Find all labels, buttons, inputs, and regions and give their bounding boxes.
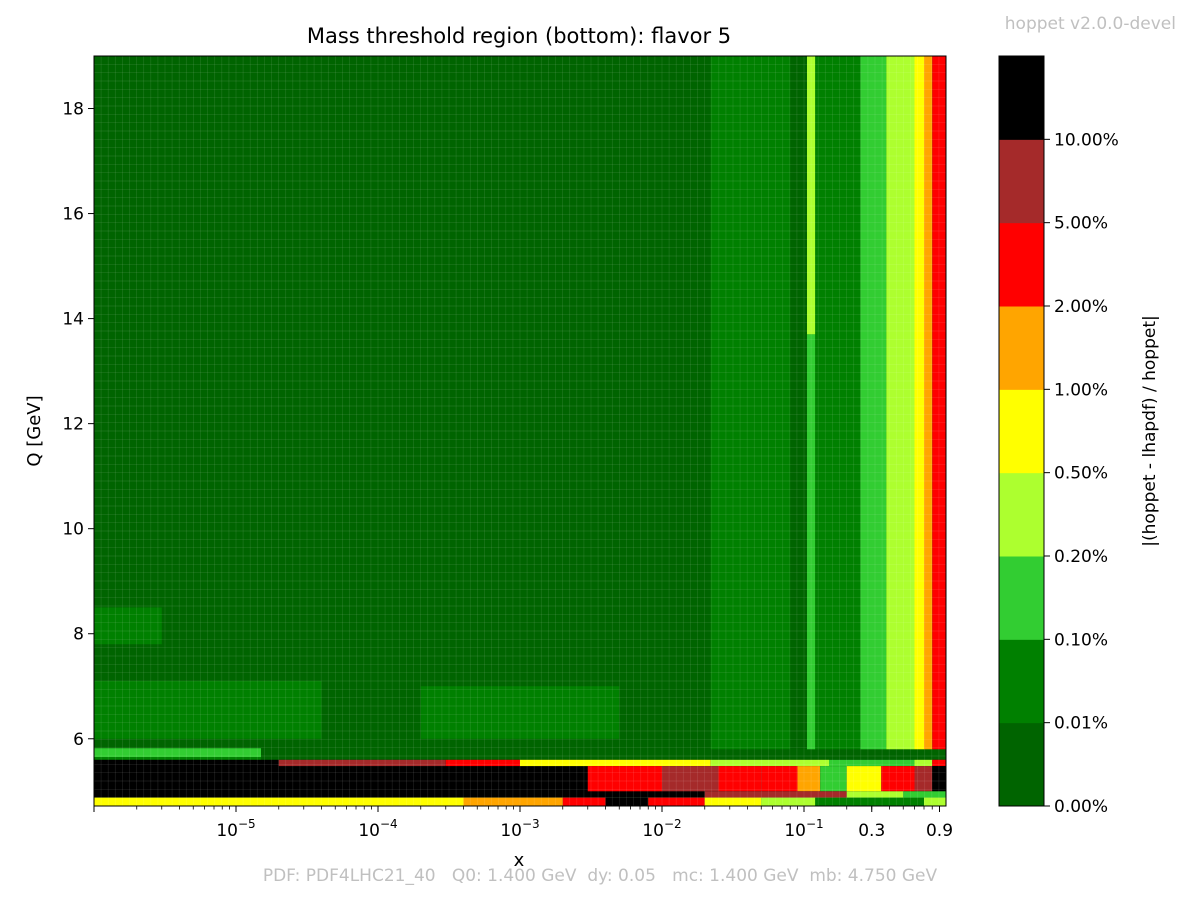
heatmap-region [704, 797, 762, 806]
colorbar-tick-label: 2.00% [1054, 297, 1108, 317]
x-axis-label: x [514, 850, 525, 871]
y-tick-label: 8 [73, 625, 84, 645]
heatmap-region [520, 759, 711, 767]
y-tick-label: 6 [73, 730, 84, 750]
heatmap-region [94, 681, 322, 739]
heatmap-region [710, 56, 791, 750]
heatmap-region [829, 759, 915, 767]
heatmap-region [932, 56, 946, 750]
y-tick-label: 12 [62, 415, 84, 435]
colorbar-swatch [999, 139, 1044, 224]
y-tick-label: 14 [62, 310, 84, 330]
heatmap-region [820, 766, 847, 792]
colorbar-frame [998, 55, 1045, 807]
y-tick-label: 10 [62, 520, 84, 540]
x-tick-label: 0.9 [926, 821, 953, 841]
heatmap-region [903, 791, 946, 798]
heatmap-region [605, 797, 649, 806]
colorbar-tick-label: 0.20% [1054, 547, 1108, 567]
heatmap-region [807, 56, 816, 335]
heatmap-region [815, 56, 861, 750]
colorbar-tick-label: 0.00% [1054, 797, 1108, 817]
colorbar-swatch [999, 222, 1044, 307]
heatmap-region [807, 334, 816, 750]
footer-pdf: PDF: PDF4LHC21_40 [262, 866, 436, 886]
heatmap-region [860, 56, 887, 750]
colorbar: 0.00% 0.01% 0.10% 0.20% 0.50% 1.00% 2.00% 5.00%… [998, 55, 1119, 817]
chart-title: Mass threshold region (bottom): flavor 5 [307, 24, 731, 48]
heatmap-region [815, 797, 925, 806]
colorbar-label: |(hoppet - lhapdf) / hoppet| [1140, 315, 1160, 546]
footer-q0: Q0: 1.400 GeV [451, 866, 577, 886]
colorbar-swatch [999, 56, 1044, 140]
y-tick-label: 18 [62, 100, 84, 120]
colorbar-swatch [999, 639, 1044, 724]
heatmap-region [932, 766, 946, 792]
heatmap-region [420, 686, 620, 739]
heatmap-region [846, 766, 882, 792]
heatmap-region [445, 759, 520, 767]
version-watermark: hoppet v2.0.0-devel [1004, 14, 1176, 34]
colorbar-tick-label: 0.50% [1054, 464, 1108, 484]
y-axis: 6 8 10 12 14 16 18 [62, 100, 94, 750]
x-tick-label: 10−5 [216, 817, 255, 841]
heatmap-region [94, 607, 162, 645]
heatmap-region [761, 797, 816, 806]
x-tick-label: 10−1 [784, 817, 823, 841]
x-tick-label: 10−4 [358, 817, 397, 841]
heatmap-region [790, 56, 808, 750]
heatmap-region [710, 759, 830, 767]
heatmap-region [463, 797, 563, 806]
colorbar-tick-label: 5.00% [1054, 214, 1108, 234]
heatmap-cells [94, 56, 946, 806]
colorbar-swatch [999, 472, 1044, 557]
y-tick-label: 16 [62, 205, 84, 225]
heatmap-region [914, 759, 933, 767]
colorbar-tick-label: 0.10% [1054, 630, 1108, 650]
colorbar-tick-label: 1.00% [1054, 380, 1108, 400]
colorbar-swatch [999, 556, 1044, 640]
heatmap-region [718, 766, 762, 792]
footer-mb: mb: 4.750 GeV [809, 866, 938, 886]
heatmap-region [662, 766, 719, 792]
heatmap-region [94, 797, 464, 806]
colorbar-tick-label: 0.01% [1054, 714, 1108, 734]
x-axis: 10−5 10−4 10−3 10−2 10−1 0.3 0.9 [93, 806, 953, 841]
plot-area [93, 55, 947, 807]
x-tick-label: 10−3 [500, 817, 539, 841]
heatmap-region [924, 56, 933, 750]
heatmap-region [94, 56, 711, 750]
heatmap-region [94, 748, 262, 758]
heatmap-region [846, 791, 904, 798]
colorbar-swatch [999, 306, 1044, 390]
heatmap-region [914, 766, 933, 792]
heatmap-region [886, 56, 915, 750]
heatmap-region [704, 791, 847, 798]
heatmap-region [932, 759, 946, 767]
colorbar-swatch [999, 722, 1044, 807]
heatmap-region [914, 56, 925, 750]
heatmap-region [881, 766, 915, 792]
colorbar-swatch [999, 389, 1044, 474]
x-tick-label: 0.3 [858, 821, 885, 841]
footer-dy: dy: 0.05 [587, 866, 656, 886]
y-axis-label: Q [GeV] [24, 395, 45, 466]
heatmap-region [761, 766, 798, 792]
heatmap-region [562, 797, 606, 806]
footer-mc: mc: 1.400 GeV [672, 866, 799, 886]
heatmap-region [648, 797, 705, 806]
grid-lines [93, 55, 947, 807]
colorbar-tick-label: 10.00% [1054, 130, 1119, 150]
x-tick-label: 10−2 [642, 817, 681, 841]
heatmap-region [587, 766, 662, 792]
heatmap-region [924, 797, 946, 806]
heatmap-region [278, 759, 446, 767]
run-parameters: PDF: PDF4LHC21_40 Q0: 1.400 GeV dy: 0.05… [0, 866, 1200, 886]
heatmap-region [797, 766, 821, 792]
